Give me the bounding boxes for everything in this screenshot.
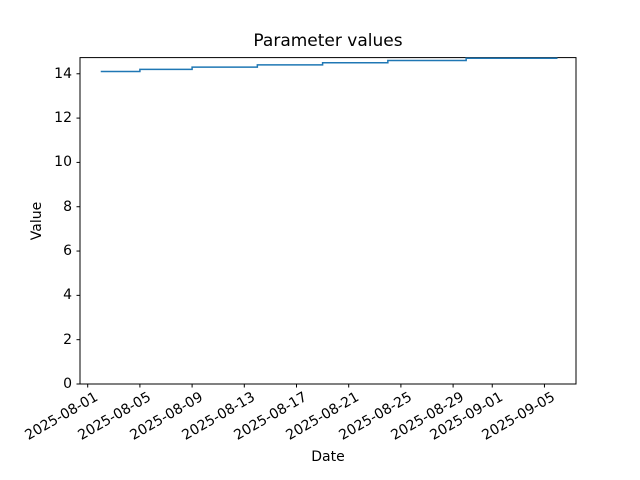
y-tick-label: 0 bbox=[63, 376, 72, 392]
x-axis-label: Date bbox=[311, 449, 345, 465]
y-tick-label: 6 bbox=[63, 243, 72, 260]
y-tick-label: 2 bbox=[63, 331, 72, 348]
y-tick-label: 8 bbox=[63, 198, 72, 215]
chart-title: Parameter values bbox=[253, 31, 403, 51]
y-tick-label: 14 bbox=[54, 65, 72, 82]
y-tick-label: 4 bbox=[63, 287, 72, 304]
axes-spines bbox=[79, 57, 577, 385]
y-tick-label: 10 bbox=[54, 154, 72, 171]
parameter-values-line bbox=[100, 57, 558, 73]
y-tick-label: 12 bbox=[54, 110, 72, 127]
